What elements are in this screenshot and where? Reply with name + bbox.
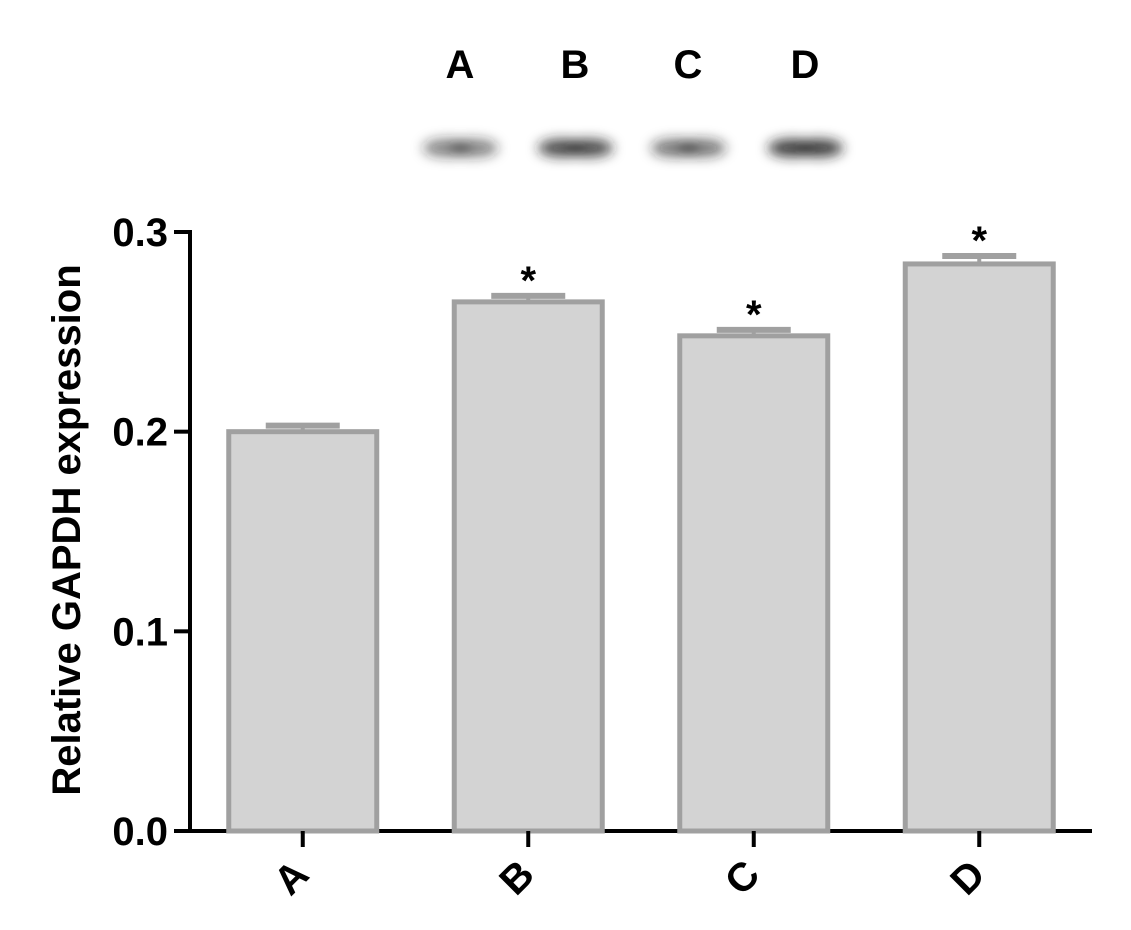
bar-B (451, 299, 605, 834)
significance-marker: * (971, 219, 987, 263)
y-tick-label: 0.2 (112, 411, 168, 455)
blot-band (538, 139, 613, 157)
bar-C (677, 333, 831, 834)
x-tick-label: B (491, 852, 543, 904)
western-blot: A B C D (423, 43, 843, 157)
bar-D (902, 261, 1056, 834)
blot-lane-label: D (791, 43, 820, 87)
x-tick-label: A (266, 852, 318, 904)
y-tick-label: 0.0 (112, 810, 168, 854)
blot-lane-label: A (446, 43, 475, 87)
x-tick-label: D (942, 852, 994, 904)
blot-band (423, 139, 498, 157)
blot-band (768, 139, 843, 157)
significance-marker: * (746, 293, 762, 337)
significance-marker: * (520, 259, 536, 303)
blot-lane-label: C (674, 43, 703, 87)
chart-bars: A B * C * D * (226, 219, 1056, 904)
x-tick-label: C (717, 852, 769, 904)
y-tick-label: 0.1 (112, 610, 168, 654)
bar-A (226, 429, 380, 834)
y-axis-label: Relative GAPDH expression (45, 264, 89, 795)
blot-band (651, 139, 726, 157)
y-tick-label: 0.3 (112, 211, 168, 255)
blot-lane-label: B (561, 43, 590, 87)
